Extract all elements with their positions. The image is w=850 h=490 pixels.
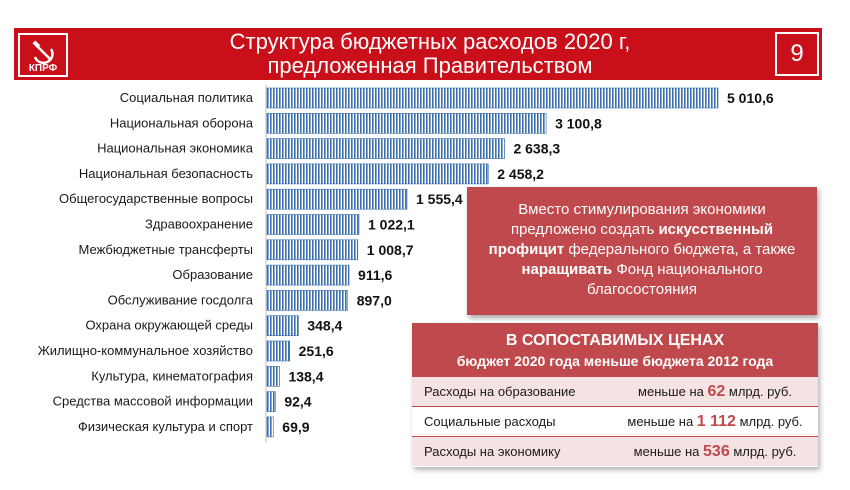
data-label: 911,6 — [358, 267, 392, 283]
data-label: 3 100,8 — [555, 115, 602, 131]
category-label: Жилищно-коммунальное хозяйство — [38, 343, 253, 358]
bar — [266, 391, 276, 412]
title-line-1: Структура бюджетных расходов 2020 г, — [229, 29, 631, 54]
category-label: Обслуживание госдолга — [108, 292, 254, 307]
value-prefix: меньше на — [633, 443, 704, 459]
kprf-logo: КПРФ — [18, 33, 68, 77]
data-label: 1 555,4 — [416, 191, 463, 207]
data-label: 5 010,6 — [727, 90, 774, 106]
category-label: Социальная политика — [120, 90, 254, 105]
title-line-2: предложенная Правительством — [267, 53, 593, 78]
category-label: Национальная оборона — [110, 115, 254, 130]
row-label: Социальные расходы — [424, 414, 556, 429]
category-label: Межбюджетные трансферты — [79, 242, 253, 257]
hammer-sickle-icon — [32, 40, 54, 65]
category-label: Национальная экономика — [97, 141, 254, 156]
table-row: Расходы на экономику меньше на 536 млрд.… — [412, 436, 818, 466]
page-title: Структура бюджетных расходов 2020 г, пре… — [150, 30, 710, 78]
table-header: В СОПОСТАВИМЫХ ЦЕНАХ бюджет 2020 года ме… — [412, 323, 818, 376]
bar — [266, 188, 408, 210]
title-banner — [14, 28, 822, 80]
callout-line-2: предложено создать искусственный — [479, 220, 805, 240]
value-prefix: меньше на — [638, 383, 708, 399]
callout-line-5: благосостояния — [587, 281, 697, 298]
value-number: 62 — [707, 382, 726, 400]
data-label: 138,4 — [288, 368, 323, 384]
bar — [266, 416, 274, 438]
data-label: 897,0 — [357, 292, 392, 308]
value-prefix: меньше на — [627, 413, 697, 429]
category-label: Физическая культура и спорт — [78, 419, 253, 434]
bar — [266, 163, 489, 185]
table-subheading: бюджет 2020 года меньше бюджета 2012 год… — [456, 353, 774, 369]
callout-line-1: Вместо стимулирования экономики — [518, 201, 766, 218]
table-row: Расходы на образование меньше на 62 млрд… — [412, 376, 818, 406]
category-label: Образование — [172, 267, 253, 282]
value-number: 1 112 — [696, 412, 736, 430]
category-label: Общегосударственные вопросы — [59, 191, 253, 206]
row-label: Расходы на экономику — [424, 444, 561, 459]
bar — [266, 214, 360, 235]
value-unit: млрд. руб. — [725, 383, 792, 399]
bar — [266, 239, 359, 261]
callout-emphasis: наращивать — [521, 261, 613, 278]
data-label: 348,4 — [307, 318, 342, 334]
data-label: 92,4 — [284, 394, 311, 410]
category-label: Охрана окружающей среды — [85, 318, 253, 333]
table-heading: В СОПОСТАВИМЫХ ЦЕНАХ — [505, 332, 725, 349]
callout-line-4: наращивать Фонд национального — [479, 260, 805, 280]
bar — [266, 290, 349, 311]
data-label: 69,9 — [282, 419, 309, 435]
category-label: Здравоохранение — [145, 217, 253, 232]
value-unit: млрд. руб. — [735, 413, 803, 429]
callout-text: Фонд национального — [612, 261, 763, 278]
table-row: Социальные расходы меньше на 1 112 млрд.… — [412, 406, 818, 436]
bar — [266, 315, 299, 336]
value-unit: млрд. руб. — [729, 443, 797, 459]
category-label: Национальная безопасность — [79, 166, 253, 181]
callout-emphasis: профицит — [488, 241, 565, 258]
data-label: 251,6 — [299, 343, 334, 359]
category-label: Культура, кинематография — [91, 368, 253, 383]
bar — [266, 365, 280, 387]
bar — [266, 340, 290, 362]
row-value: меньше на 536 млрд. руб. — [612, 443, 818, 461]
data-label: 1 008,7 — [367, 242, 414, 258]
slide-number: 9 — [775, 32, 819, 76]
comparison-table: В СОПОСТАВИМЫХ ЦЕНАХ бюджет 2020 года ме… — [412, 323, 818, 467]
bar — [266, 138, 505, 159]
callout-line-3: профицит федерального бюджета, а также — [479, 240, 805, 260]
row-value: меньше на 1 112 млрд. руб. — [612, 413, 818, 431]
data-label: 2 458,2 — [497, 166, 544, 182]
bar — [266, 112, 547, 134]
callout-text: федерального бюджета, а также — [564, 241, 796, 258]
row-value: меньше на 62 млрд. руб. — [612, 383, 818, 401]
value-number: 536 — [703, 442, 730, 460]
budget-bar-chart: Социальная политика 5 010,6 Национальная о… — [38, 85, 774, 443]
bar — [266, 87, 719, 109]
data-label: 1 022,1 — [368, 217, 415, 233]
logo-label: КПРФ — [28, 63, 58, 74]
row-label: Расходы на образование — [424, 384, 576, 399]
data-label: 2 638,3 — [513, 141, 560, 157]
callout-box: Вместо стимулирования экономики предложе… — [467, 187, 817, 315]
callout-emphasis: искусственный — [658, 221, 774, 238]
category-label: Средства массовой информации — [53, 394, 253, 409]
bar — [266, 264, 350, 286]
callout-text: предложено создать — [510, 221, 659, 238]
